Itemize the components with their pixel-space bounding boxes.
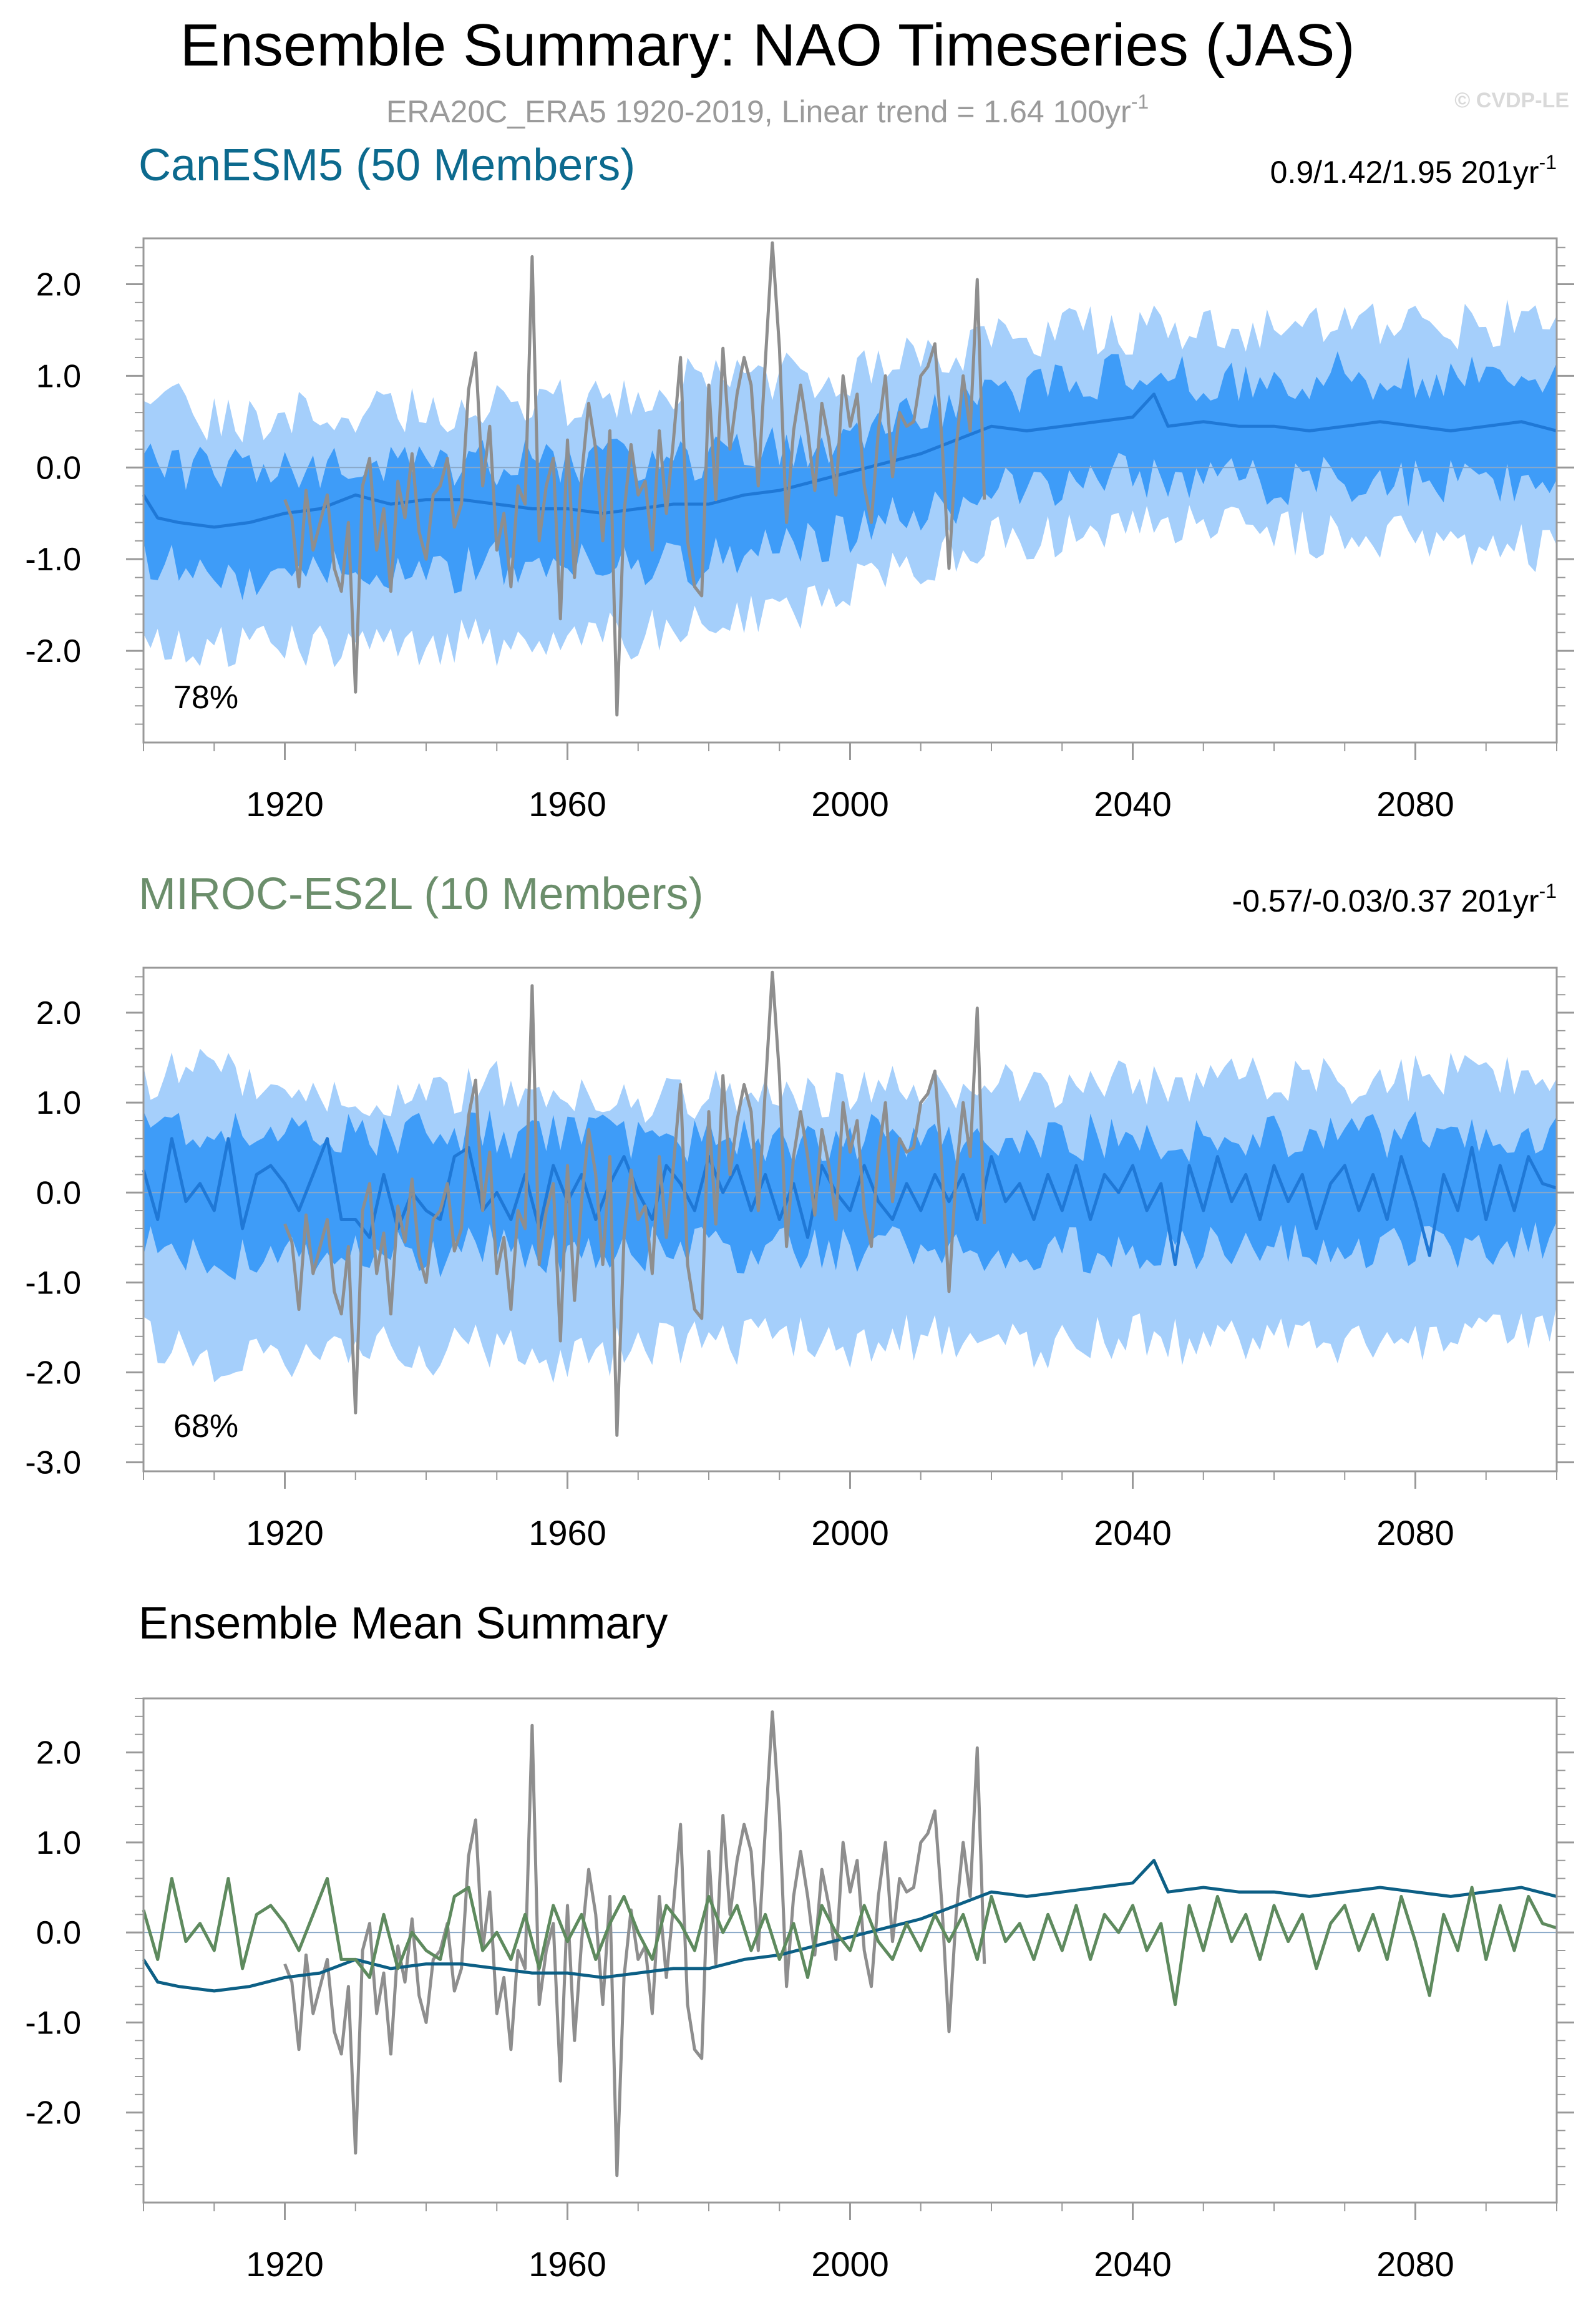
y-tick-label: -2.0 (25, 2095, 81, 2131)
trend-label: 0.9/1.42/1.95 201yr-1 (1270, 151, 1557, 190)
x-tick-label: 2040 (1094, 784, 1172, 824)
x-tick-label: 1960 (528, 2244, 606, 2284)
subtitle-exponent: -1 (1131, 90, 1149, 113)
percent-label: 78% (173, 679, 238, 716)
panel-canesm5: CanESM5 (50 Members) 0.9/1.42/1.95 201yr… (25, 140, 1574, 824)
x-tick-label: 2040 (1094, 2244, 1172, 2284)
subtitle-text: ERA20C_ERA5 1920-2019, Linear trend = 1.… (386, 94, 1131, 129)
trend-label: -0.57/-0.03/0.37 201yr-1 (1232, 880, 1557, 918)
y-tick-label: 0.0 (36, 1915, 81, 1951)
panel-title: MIROC-ES2L (10 Members) (139, 869, 704, 919)
x-tick-label: 1920 (246, 1513, 324, 1552)
ensemble-mean-line (142, 1137, 1557, 1267)
x-tick-label: 1920 (246, 2244, 324, 2284)
miroc-es2l-ensemble-mean-line (142, 1877, 1557, 2007)
y-tick-label: -1.0 (25, 542, 81, 578)
trend-text: -0.57/-0.03/0.37 201yr (1232, 884, 1539, 918)
panel-title: Ensemble Mean Summary (139, 1599, 668, 1648)
canesm5-ensemble-mean-line (142, 1859, 1557, 1993)
y-tick-label: 2.0 (36, 1735, 81, 1771)
x-tick-label: 2080 (1376, 1513, 1454, 1552)
observed-era20c-era5-line (283, 970, 986, 1437)
x-tick-label: 2080 (1376, 784, 1454, 824)
percent-label: 68% (173, 1408, 238, 1444)
plot-area: 2.0 1.0 0.0 -1.0 -2.0 -3.0 1920 1960 2000 2040 208… (25, 967, 1574, 1552)
x-tick-label: 2000 (811, 2244, 889, 2284)
x-tick-label: 1960 (528, 784, 606, 824)
observed-era20c-era5-line (283, 241, 986, 717)
x-tick-label: 2040 (1094, 1513, 1172, 1552)
figure-subtitle: ERA20C_ERA5 1920-2019, Linear trend = 1.… (386, 90, 1149, 129)
y-tick-label: 1.0 (36, 1085, 81, 1121)
y-tick-label: 1.0 (36, 358, 81, 394)
y-tick-label: -2.0 (25, 1355, 81, 1391)
panel-ensemble-mean: Ensemble Mean Summary 2.0 1.0 0.0 -1.0 -2.0 1… (25, 1599, 1574, 2284)
trend-text: 0.9/1.42/1.95 201yr (1270, 155, 1539, 190)
ensemble-mean-line (142, 392, 1557, 529)
x-tick-label: 2080 (1376, 2244, 1454, 2284)
x-tick-label: 1960 (528, 1513, 606, 1552)
y-tick-label: -1.0 (25, 2005, 81, 2041)
trend-exponent: -1 (1539, 151, 1557, 173)
y-tick-label: 2.0 (36, 266, 81, 303)
y-tick-label: 0.0 (36, 1175, 81, 1211)
y-tick-label: 2.0 (36, 995, 81, 1031)
y-tick-label: 0.0 (36, 450, 81, 486)
x-tick-label: 2000 (811, 1513, 889, 1552)
plot-area: 2.0 1.0 0.0 -1.0 -2.0 1920 1960 2000 2040 2080 (25, 1697, 1574, 2284)
y-tick-label: -2.0 (25, 633, 81, 670)
panel-miroc: MIROC-ES2L (10 Members) -0.57/-0.03/0.37… (25, 869, 1574, 1552)
y-tick-label: -1.0 (25, 1265, 81, 1301)
ensemble-range-band (144, 1110, 1557, 1280)
plot-area: 2.0 1.0 0.0 -1.0 -2.0 1920 1960 2000 2040 2080 (25, 237, 1574, 824)
observed-era20c-era5-line (283, 1710, 986, 2178)
y-tick-label: 1.0 (36, 1825, 81, 1861)
watermark: © CVDP-LE (1454, 89, 1569, 112)
panel-title: CanESM5 (50 Members) (139, 140, 635, 190)
trend-exponent: -1 (1539, 880, 1557, 902)
y-tick-label: -3.0 (25, 1445, 81, 1481)
x-tick-label: 2000 (811, 784, 889, 824)
x-tick-label: 1920 (246, 784, 324, 824)
figure-title: Ensemble Summary: NAO Timeseries (JAS) (180, 12, 1355, 79)
